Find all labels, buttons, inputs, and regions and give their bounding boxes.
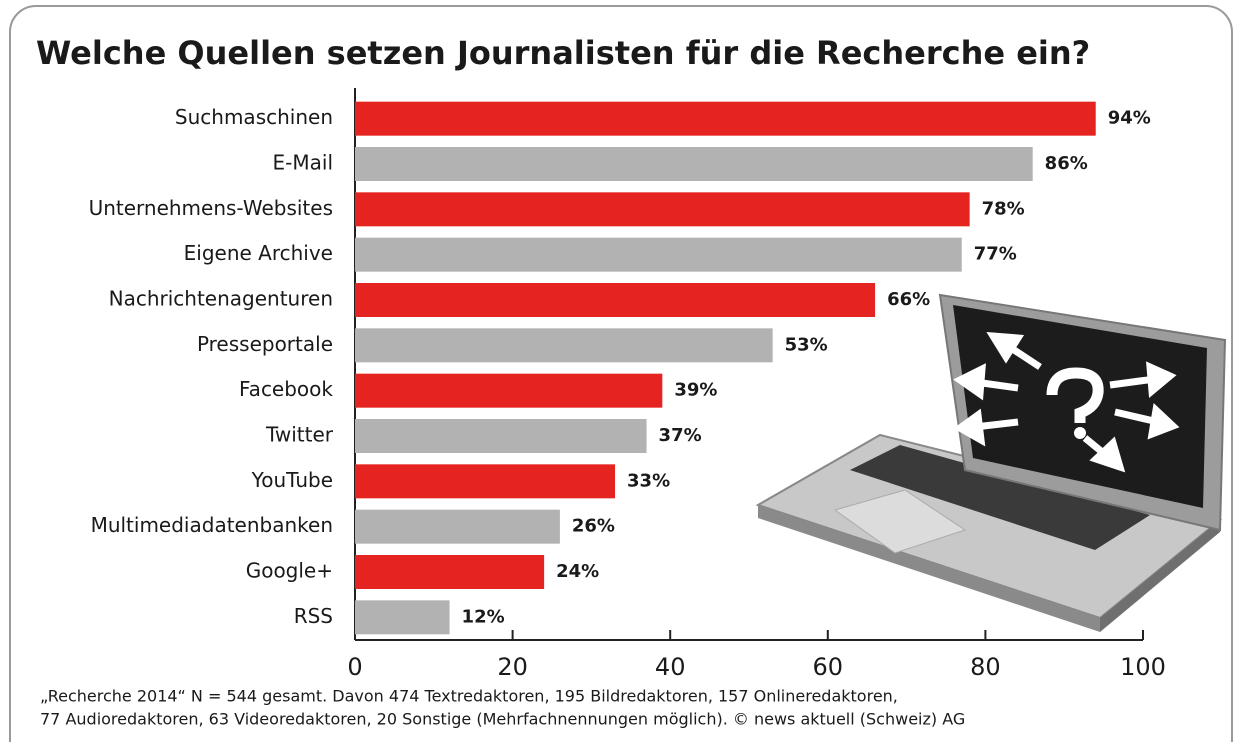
bar — [355, 373, 663, 408]
value-label: 94% — [1108, 108, 1151, 129]
bar — [355, 464, 616, 499]
value-label: 53% — [785, 334, 828, 355]
x-tick-label: 20 — [497, 653, 528, 681]
x-tick-label: 0 — [347, 653, 362, 681]
category-label: Multimediadatenbanken — [91, 513, 333, 537]
category-label: Eigene Archive — [184, 241, 333, 265]
value-label: 37% — [659, 425, 702, 446]
category-label: E-Mail — [273, 151, 333, 175]
value-label: 26% — [572, 516, 615, 537]
footnote: „Recherche 2014“ N = 544 gesamt. Davon 4… — [40, 687, 898, 706]
x-tick-label: 80 — [970, 653, 1001, 681]
value-label: 39% — [674, 380, 717, 401]
bar — [355, 147, 1033, 181]
bar — [355, 555, 545, 589]
value-label: 78% — [982, 198, 1025, 219]
value-label: 12% — [462, 606, 505, 627]
category-label: Google+ — [246, 559, 333, 583]
category-label: YouTube — [251, 468, 333, 492]
bar — [355, 419, 647, 453]
bar — [355, 509, 560, 544]
bar — [355, 101, 1096, 136]
footnote: 77 Audioredaktoren, 63 Videoredaktoren, … — [40, 710, 965, 729]
category-label: RSS — [294, 604, 333, 628]
category-label: Twitter — [265, 423, 334, 447]
x-tick-label: 60 — [813, 653, 844, 681]
value-label: 86% — [1045, 153, 1088, 174]
bar — [355, 328, 773, 363]
category-label: Suchmaschinen — [175, 105, 333, 129]
value-label: 33% — [627, 470, 670, 491]
category-label: Presseportale — [197, 332, 333, 356]
x-tick-label: 40 — [655, 653, 686, 681]
bar — [355, 192, 970, 227]
x-tick-label: 100 — [1120, 653, 1166, 681]
frame — [9, 5, 1233, 742]
chart-title: Welche Quellen setzen Journalisten für d… — [36, 34, 1090, 72]
bar — [355, 600, 450, 635]
category-label: Facebook — [239, 377, 333, 401]
value-label: 24% — [556, 561, 599, 582]
bar — [355, 283, 876, 317]
bar — [355, 237, 962, 272]
value-label: 77% — [974, 244, 1017, 265]
category-label: Nachrichtenagenturen — [109, 287, 333, 311]
laptop-illustration — [755, 293, 1227, 632]
category-label: Unternehmens-Websites — [89, 196, 333, 220]
value-label: 66% — [887, 289, 930, 310]
